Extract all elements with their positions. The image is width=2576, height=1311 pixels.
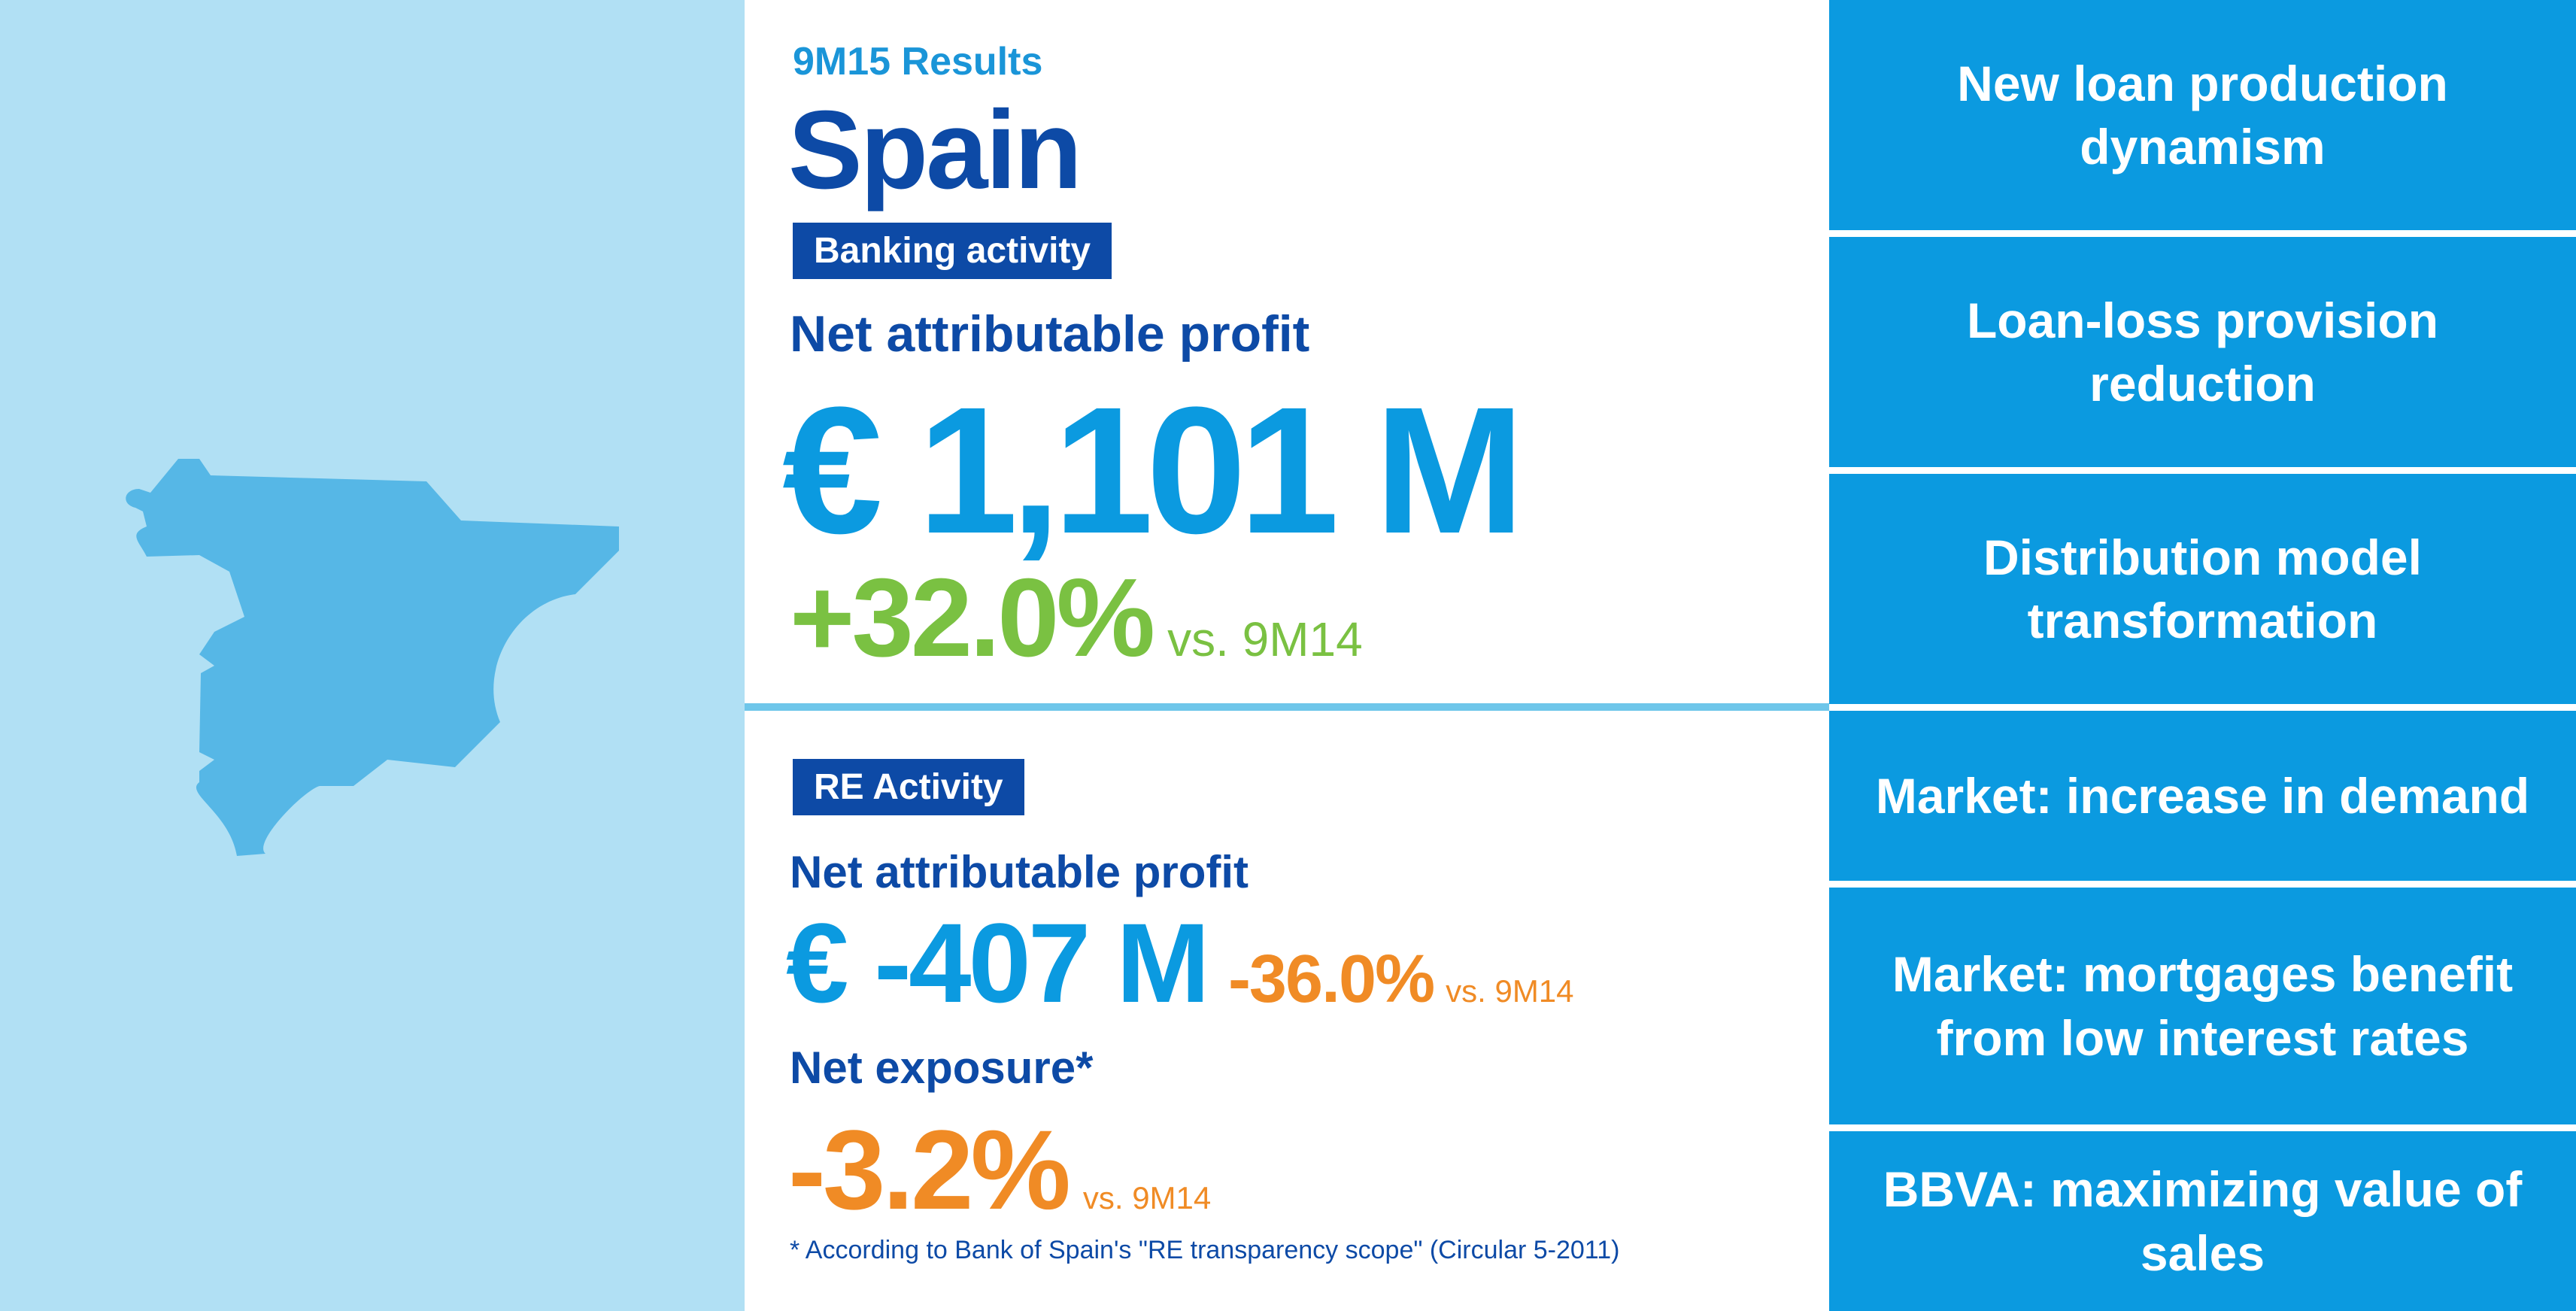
- re-activity-tag: RE Activity: [793, 759, 1024, 815]
- country-title: Spain: [788, 88, 1082, 212]
- re-profit-change: -36.0%: [1227, 942, 1435, 1017]
- re-profit-comparison: vs. 9M14: [1446, 973, 1574, 1009]
- banking-activity-tag: Banking activity: [793, 223, 1112, 279]
- banking-change-value: +32.0%: [790, 556, 1155, 680]
- re-profit-value: € -407 M: [786, 900, 1210, 1026]
- highlight-box: Loan-loss provision reduction: [1829, 237, 2576, 467]
- period-label: 9M15 Results: [793, 40, 1043, 83]
- net-exposure-label: Net exposure*: [790, 1042, 1094, 1093]
- highlight-box: Distribution model transformation: [1829, 474, 2576, 704]
- banking-change-row: +32.0% vs. 9M14: [790, 563, 1363, 674]
- spain-map-icon: [126, 459, 619, 856]
- net-exposure-comparison: vs. 9M14: [1082, 1180, 1212, 1215]
- highlight-box: Market: increase in demand: [1829, 711, 2576, 881]
- net-exposure-change: -3.2%: [788, 1106, 1071, 1233]
- highlight-box: Market: mortgages benefit from low inter…: [1829, 888, 2576, 1124]
- re-profit-row: € -407 M -36.0% vs. 9M14: [786, 906, 1574, 1019]
- results-panel: 9M15 Results Spain Banking activity Net …: [745, 0, 1829, 1311]
- section-divider: [745, 703, 1829, 711]
- net-exposure-row: -3.2% vs. 9M14: [788, 1113, 1211, 1226]
- banking-comparison: vs. 9M14: [1167, 612, 1363, 666]
- map-panel: [0, 0, 745, 1311]
- highlight-box: BBVA: maximizing value of sales: [1829, 1131, 2576, 1311]
- highlights-panel: New loan production dynamism Loan-loss p…: [1829, 0, 2576, 1311]
- highlight-box: New loan production dynamism: [1829, 0, 2576, 230]
- footnote: * According to Bank of Spain's "RE trans…: [790, 1236, 1620, 1264]
- banking-profit-value: € 1,101 M: [782, 369, 1525, 571]
- banking-profit-label: Net attributable profit: [790, 305, 1310, 363]
- re-profit-label: Net attributable profit: [790, 847, 1249, 897]
